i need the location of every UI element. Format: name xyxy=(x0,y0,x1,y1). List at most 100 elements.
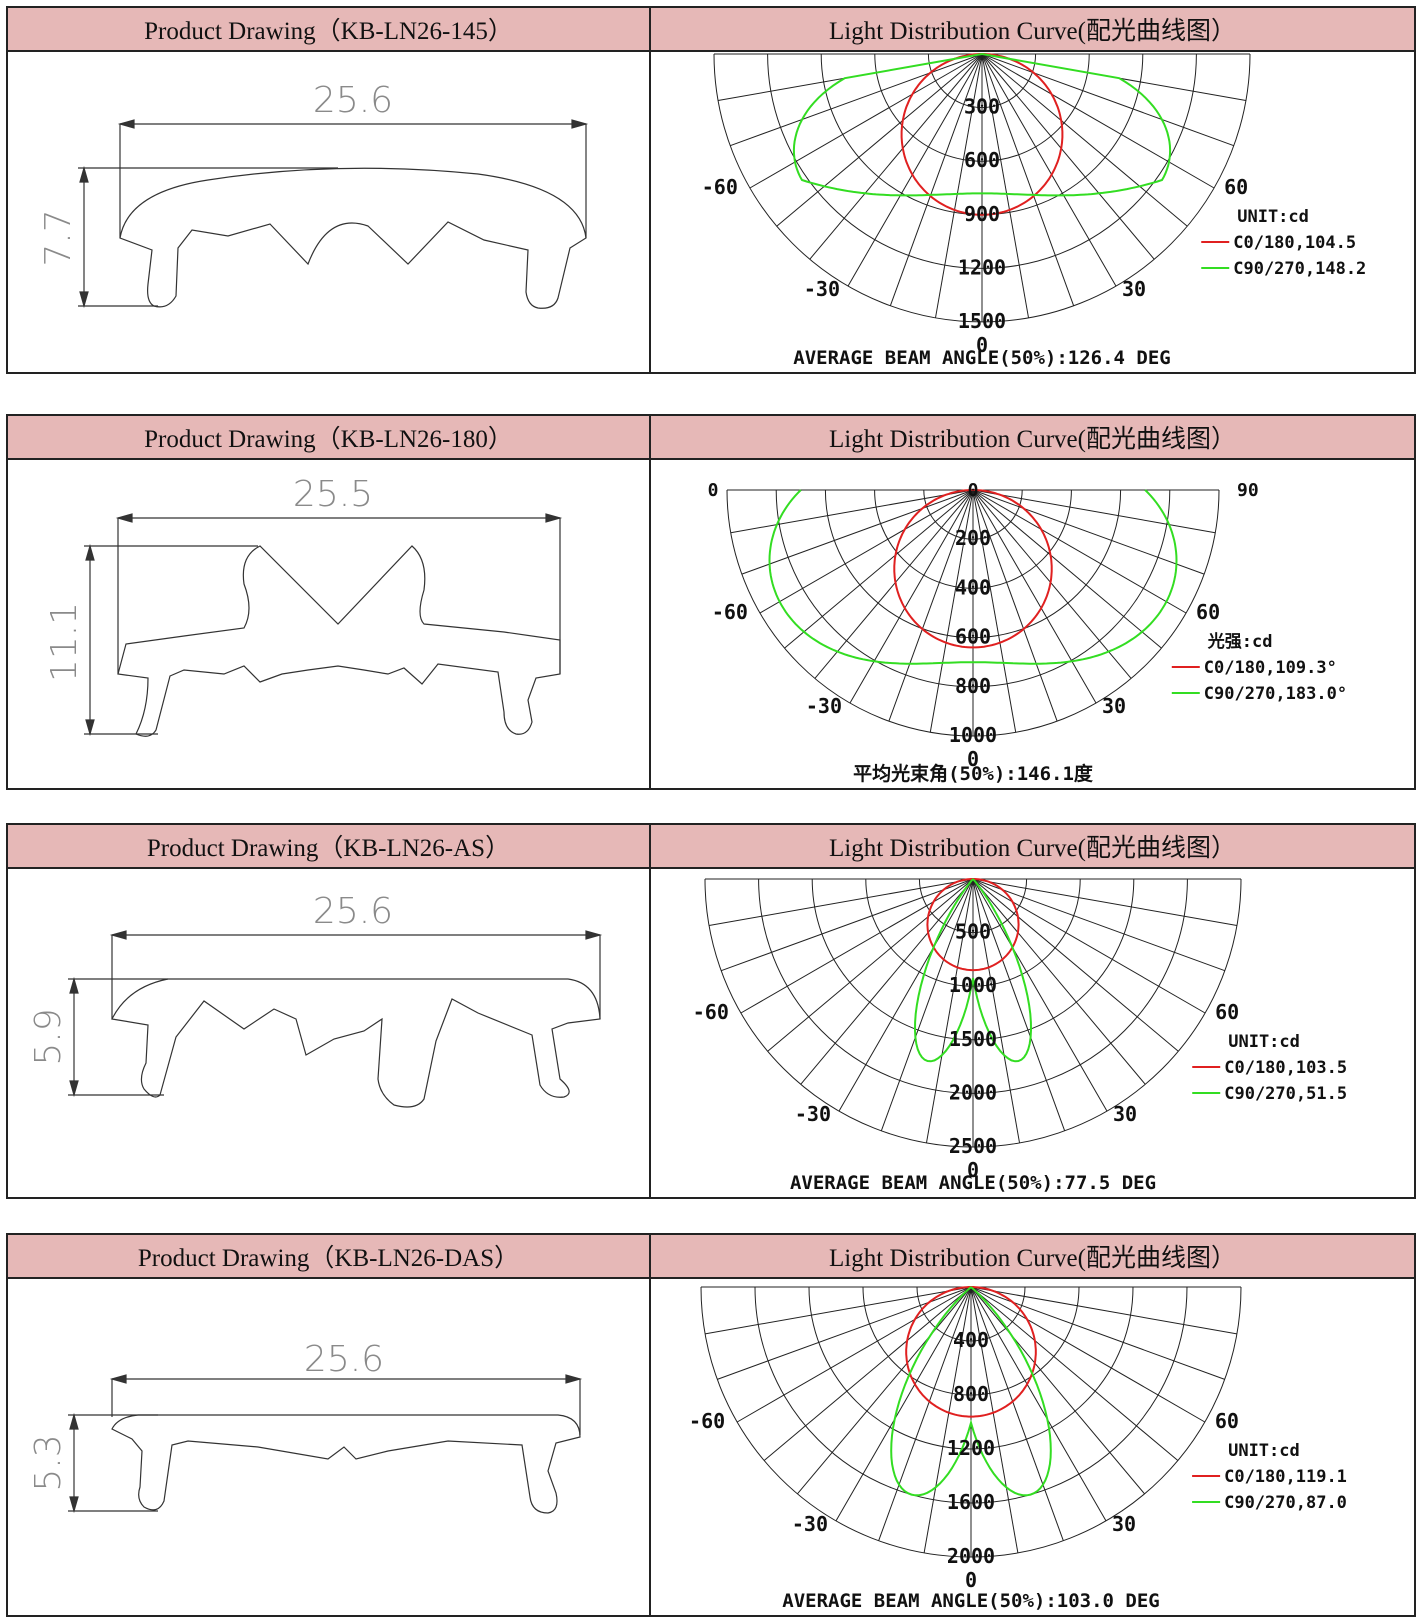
angle-label-minus-60: -60 xyxy=(702,175,738,199)
polar-spoke xyxy=(800,878,974,1085)
product-drawing-header: Product Drawing（KB-LN26-AS） xyxy=(6,823,651,869)
product-drawing-cell: 25.5 11.1 xyxy=(6,458,651,790)
ring-label: 1500 xyxy=(958,309,1006,333)
ring-label: 400 xyxy=(953,1328,989,1352)
polar-chart: 500 1000 1500 2000 2500 -60 60 -30 30 0 UNIT:cd C0/… xyxy=(693,878,1347,1194)
beam-angle-text: 平均光束角(50%):146.1度 xyxy=(853,762,1094,785)
legend-label: C0/180,119.1 xyxy=(1224,1467,1347,1487)
angle-label-60: 60 xyxy=(1215,1409,1239,1433)
polar-spoke xyxy=(759,489,974,614)
angle-label-minus-30: -30 xyxy=(804,277,840,301)
section-kb-ln26-das: Product Drawing（KB-LN26-DAS） Light Distr… xyxy=(6,1233,1416,1617)
legend-label: C90/270,183.0° xyxy=(1204,684,1347,704)
polar-spoke xyxy=(708,878,974,927)
product-drawing-header: Product Drawing（KB-LN26-180） xyxy=(6,414,651,460)
product-drawing-header: Product Drawing（KB-LN26-145） xyxy=(6,6,651,52)
polar-spoke xyxy=(776,53,983,227)
polar-chart: 400 800 1200 1600 2000 -60 60 -30 30 0 UNIT:cd C0/1… xyxy=(689,1286,1347,1612)
angle-label-30: 30 xyxy=(1112,1512,1136,1536)
beam-angle-text: AVERAGE BEAM ANGLE(50%):103.0 DEG xyxy=(782,1590,1160,1612)
polar-spoke xyxy=(970,1286,1179,1461)
polar-spoke xyxy=(878,1286,972,1541)
light-distribution-cell: 400 800 1200 1600 2000 -60 60 -30 30 0 UNIT:cd C0/1… xyxy=(649,1277,1416,1617)
angle-label-minus-60: -60 xyxy=(693,1000,729,1024)
ring-label: 2000 xyxy=(949,1080,997,1104)
angle-label-60: 60 xyxy=(1224,175,1248,199)
angle-label-minus-30: -30 xyxy=(792,1512,828,1536)
angle-label-0: 0 xyxy=(976,333,988,357)
polar-spoke xyxy=(972,878,1226,972)
width-dimension: 25.6 xyxy=(313,891,393,932)
ring-label: 800 xyxy=(955,674,991,698)
legend-label: C0/180,109.3° xyxy=(1204,658,1337,678)
polar-spoke xyxy=(981,53,1155,260)
top-label-left: 0 xyxy=(708,480,719,501)
unit-label: UNIT:cd xyxy=(1237,207,1309,227)
polar-spoke xyxy=(729,53,983,147)
ring-label: 300 xyxy=(964,95,1000,119)
height-dimension: 5.9 xyxy=(28,1008,69,1065)
polar-spoke xyxy=(934,53,983,319)
polar-spoke xyxy=(970,1286,1206,1423)
polar-spoke xyxy=(797,1286,972,1495)
polar-spoke xyxy=(972,878,1108,1112)
polar-spoke xyxy=(838,878,974,1112)
polar-spoke xyxy=(730,489,974,534)
polar-spoke xyxy=(972,878,1146,1085)
ring-label: 1000 xyxy=(949,723,997,747)
polar-spoke xyxy=(784,489,974,649)
polar-spoke xyxy=(814,489,974,679)
angle-label-0: 0 xyxy=(967,747,979,771)
light-distribution-cell: 300 600 900 1200 1500 -60 60 -30 30 0 UNIT:cd C0/18… xyxy=(649,50,1416,374)
polar-grid xyxy=(704,878,1242,1148)
legend-label: C90/270,51.5 xyxy=(1224,1084,1347,1104)
c0-180-curve xyxy=(900,53,1064,216)
unit-label: UNIT:cd xyxy=(1228,1441,1300,1461)
polar-spoke xyxy=(981,53,1188,227)
polar-spoke xyxy=(705,1286,972,1335)
polar-grid xyxy=(700,1286,1242,1558)
c90-270-curve xyxy=(792,53,1172,197)
c90-270-curve xyxy=(913,878,1033,1063)
ring-label: 1500 xyxy=(949,1027,997,1051)
angle-label-30: 30 xyxy=(1102,694,1126,718)
polar-spoke xyxy=(889,53,983,307)
c0-180-curve xyxy=(893,489,1053,649)
product-drawing-cell: 25.6 7.7 xyxy=(6,50,651,374)
polar-spoke xyxy=(720,878,974,972)
light-distribution-header: Light Distribution Curve(配光曲线图） xyxy=(649,414,1416,460)
legend-label: C0/180,103.5 xyxy=(1224,1058,1347,1078)
polar-spoke xyxy=(981,53,1235,147)
c90-270-curve xyxy=(890,1286,1052,1497)
polar-spoke xyxy=(972,878,1021,1144)
polar-spoke xyxy=(972,878,1179,1052)
polar-spoke xyxy=(835,1286,972,1522)
polar-spoke xyxy=(981,53,1117,287)
polar-chart: 200 400 600 800 1000 -60 60 -30 30 0 0 0 90 光强:cd C0/1… xyxy=(708,480,1347,785)
c0-180-curve xyxy=(926,878,1020,972)
ring-label: 1000 xyxy=(949,973,997,997)
width-dimension: 25.5 xyxy=(293,474,373,515)
polar-spoke xyxy=(888,489,974,722)
section-kb-ln26-180: Product Drawing（KB-LN26-180） Light Distr… xyxy=(6,414,1416,790)
light-distribution-cell: 500 1000 1500 2000 2500 -60 60 -30 30 0 UNIT:cd C0/… xyxy=(649,867,1416,1199)
polar-spoke xyxy=(972,489,1187,614)
ring-label: 200 xyxy=(955,526,991,550)
top-label-right: 90 xyxy=(1237,480,1259,501)
angle-label-0: 0 xyxy=(967,1158,979,1182)
product-profile-drawing: 25.6 5.9 xyxy=(28,891,603,1108)
polar-spoke xyxy=(736,1286,972,1423)
polar-spoke xyxy=(925,878,974,1144)
ring-label: 1200 xyxy=(958,255,1006,279)
width-dimension: 25.6 xyxy=(304,1339,384,1380)
polar-spoke xyxy=(749,53,983,189)
c90-270-curve xyxy=(768,489,1178,665)
polar-spoke xyxy=(970,1286,1237,1335)
polar-spoke xyxy=(972,489,1216,534)
polar-spoke xyxy=(970,1286,1019,1553)
polar-spoke xyxy=(970,1286,1064,1541)
angle-label-minus-30: -30 xyxy=(795,1102,831,1126)
light-distribution-header: Light Distribution Curve(配光曲线图） xyxy=(649,823,1416,869)
product-drawing-header: Product Drawing（KB-LN26-DAS） xyxy=(6,1233,651,1279)
